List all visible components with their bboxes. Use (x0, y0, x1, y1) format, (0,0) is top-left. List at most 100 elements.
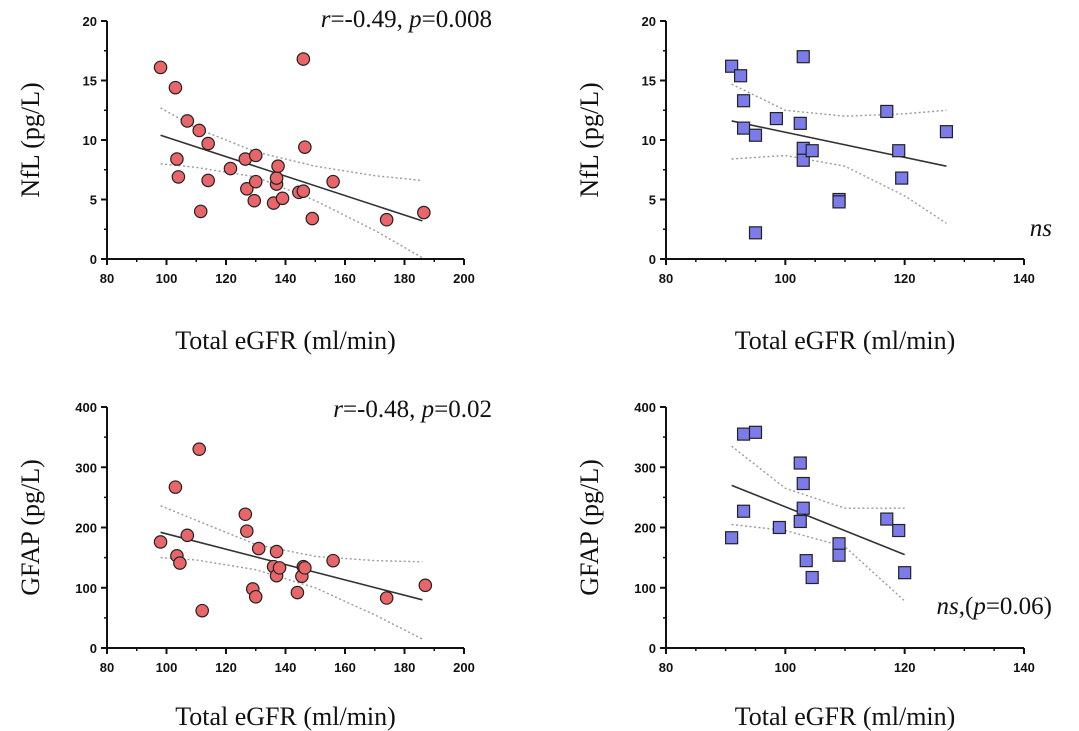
data-point (171, 170, 186, 184)
y-tick-label: 0 (649, 252, 656, 267)
regression-line (160, 134, 423, 222)
stats-annotation-part: =0.02 (434, 396, 492, 423)
stats-annotation-part: p (420, 396, 435, 423)
data-point (168, 80, 183, 95)
x-tick-label: 200 (453, 271, 475, 286)
data-point (240, 524, 254, 538)
data-point (379, 212, 394, 227)
regression-line (731, 120, 947, 167)
confidence-band-upper (160, 107, 423, 182)
data-point (248, 174, 263, 189)
data-point (898, 566, 912, 580)
confidence-band-lower (731, 523, 906, 602)
data-point (379, 591, 394, 605)
data-point (832, 195, 846, 209)
x-tick-label: 200 (453, 660, 475, 675)
data-point (193, 204, 208, 219)
stats-annotation-part: =-0.49, (330, 6, 409, 33)
x-tick-label: 80 (659, 660, 673, 675)
x-tick-label: 180 (394, 660, 416, 675)
data-point (748, 128, 763, 142)
panel-nfl-group-a: 0 5 10 15 20 80 100 120 140 160 180 200 Total eGFR (… (16, 6, 492, 355)
x-tick-label: 80 (100, 271, 114, 286)
data-point (296, 184, 311, 198)
x-tick-label: 140 (275, 660, 297, 675)
data-point (805, 570, 819, 585)
x-tick-label: 160 (334, 660, 356, 675)
x-tick-label: 120 (894, 660, 916, 675)
y-tick-label: 5 (90, 193, 97, 208)
stats-annotation: ns (1030, 215, 1052, 242)
stats-annotation-part: r (333, 396, 343, 423)
x-tick-label: 80 (659, 271, 673, 286)
y-tick-label: 20 (642, 14, 656, 29)
data-point (298, 140, 312, 154)
data-point (832, 537, 846, 551)
data-point (180, 114, 195, 128)
stats-annotation-part: ns (1030, 215, 1052, 242)
data-point (248, 148, 263, 163)
data-point (326, 553, 340, 568)
data-point (748, 425, 763, 439)
data-point (796, 50, 810, 64)
stats-annotation-part: p (971, 593, 986, 620)
confidence-band-upper (731, 83, 947, 117)
y-tick-label: 10 (83, 133, 97, 148)
data-point (248, 589, 263, 604)
x-tick-label: 120 (894, 271, 916, 286)
stats-annotation-part: ns (937, 593, 959, 620)
y-axis-title: NfL (pg/L) (575, 82, 604, 197)
data-point (168, 480, 183, 494)
y-tick-label: 5 (649, 193, 656, 208)
regression-line (160, 531, 423, 601)
stats-annotation-part: r (321, 6, 331, 33)
confidence-band-lower (160, 556, 423, 640)
x-tick-label: 100 (774, 660, 796, 675)
x-tick-label: 100 (774, 271, 796, 286)
data-point (195, 603, 209, 618)
data-point (326, 174, 340, 189)
data-point (748, 226, 763, 240)
data-point (271, 159, 285, 173)
data-point (272, 561, 287, 575)
data-point (290, 585, 305, 600)
x-tick-label: 80 (100, 660, 114, 675)
data-point (192, 442, 207, 456)
y-tick-label: 100 (75, 581, 97, 596)
y-tick-label: 200 (634, 521, 656, 536)
data-point (269, 171, 284, 185)
y-tick-label: 300 (75, 460, 97, 475)
data-point (793, 514, 807, 529)
x-axis-title: Total eGFR (ml/min) (735, 326, 956, 355)
y-tick-label: 20 (83, 14, 97, 29)
y-tick-label: 300 (634, 460, 656, 475)
data-point (305, 211, 320, 226)
data-point (892, 523, 906, 538)
x-tick-label: 120 (215, 271, 237, 286)
stats-annotation: r=-0.48, p=0.02 (333, 396, 492, 423)
y-axis-title: GFAP (pg/L) (16, 459, 45, 596)
panel-gfap-group-b: 0 100 200 300 400 80 100 120 140 Total eGFR (ml/m… (575, 400, 1052, 731)
y-axis-title: GFAP (pg/L) (575, 459, 604, 596)
data-point (296, 52, 311, 66)
stats-annotation-part: ,( (959, 593, 974, 620)
confidence-band-upper (731, 445, 905, 509)
data-point (772, 520, 786, 535)
data-point (238, 507, 253, 522)
data-point (769, 111, 783, 126)
data-point (796, 501, 810, 515)
y-axis-title: NfL (pg/L) (16, 82, 45, 197)
data-point (192, 123, 207, 138)
data-point (170, 152, 184, 166)
confidence-band-upper (160, 505, 423, 563)
x-axis-title: Total eGFR (ml/min) (175, 326, 396, 355)
data-point (275, 191, 290, 206)
data-point (805, 144, 819, 158)
confidence-band-lower (160, 163, 423, 259)
data-point (201, 136, 215, 151)
x-tick-label: 180 (394, 271, 416, 286)
panel-gfap-group-a: 0 100 200 300 400 80 100 120 140 160 180 200 Total e… (16, 396, 492, 731)
stats-annotation: r=-0.49, p=0.008 (321, 6, 492, 33)
data-point (892, 144, 906, 158)
